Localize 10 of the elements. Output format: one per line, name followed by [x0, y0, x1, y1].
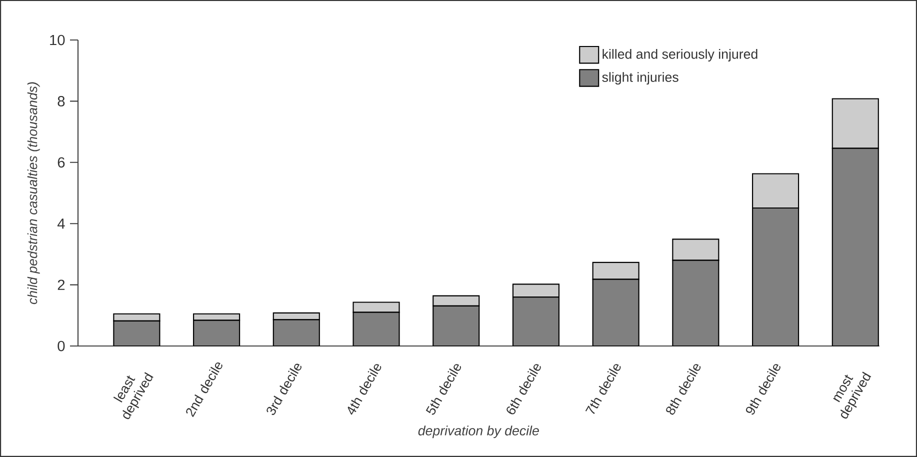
y-axis-title: child pedstrian casualties (thousands)	[27, 82, 40, 304]
legend-label: slight injuries	[602, 72, 678, 85]
y-tick-label: 10	[50, 34, 65, 46]
x-axis-title: deprivation by decile	[418, 426, 539, 438]
y-tick-label: 4	[57, 218, 65, 229]
y-tick-label: 2	[58, 280, 65, 290]
legend-label: killed and seriously injured	[602, 49, 758, 62]
y-tick-label: 0	[58, 340, 65, 352]
y-tick-label: 6	[58, 157, 65, 168]
y-tick-label: 8	[58, 96, 65, 106]
